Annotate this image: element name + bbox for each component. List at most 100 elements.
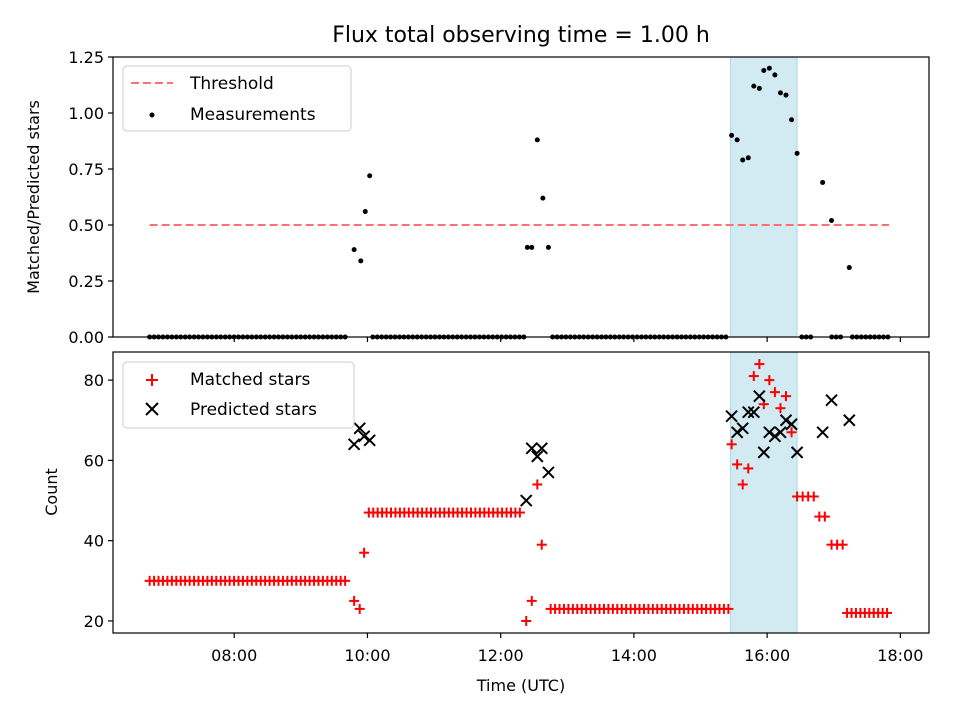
matched-star-marker (837, 539, 848, 550)
bottom-highlight-span (729, 351, 798, 634)
matched-star-marker (781, 391, 792, 402)
predicted-star-marker (347, 438, 361, 451)
measurement-point (789, 117, 795, 123)
predicted-star-marker (525, 442, 538, 455)
matched-star-marker (732, 459, 743, 470)
predicted-star-marker (757, 446, 771, 459)
measurement-point (794, 150, 800, 156)
predicted-star-marker (753, 389, 766, 403)
predicted-star-marker (747, 406, 761, 419)
matched-star-marker (514, 507, 525, 518)
measurement-point (846, 265, 852, 271)
matched-star-marker (340, 575, 351, 586)
legend-threshold-label: Threshold (189, 74, 274, 94)
x-tick-label: 18:00 (877, 646, 923, 665)
legend-measurements-swatch (149, 112, 155, 118)
top-y-tick-label: 0.25 (68, 272, 104, 291)
matched-star-marker (743, 463, 754, 474)
measurement-point (756, 85, 762, 91)
chart-title: Flux total observing time = 1.00 h (332, 23, 710, 48)
bottom-x-axis: 08:00 10:00 12:00 14:00 16:00 18:00 (211, 633, 923, 665)
predicted-star-marker (725, 410, 738, 423)
measurement-point (545, 244, 551, 250)
matched-star-marker (359, 547, 370, 558)
measurement-point (745, 155, 751, 161)
predicted-star-marker (531, 450, 544, 463)
bottom-y-axis: 20 40 60 80 (84, 371, 113, 631)
predicted-star-marker (790, 446, 804, 459)
predicted-star-marker (535, 442, 548, 455)
bottom-plot-frame (112, 351, 930, 634)
x-tick-label: 08:00 (211, 646, 257, 665)
bottom-y-axis-label: Count (42, 468, 61, 516)
measurement-point (783, 92, 789, 98)
predicted-star-marker (779, 414, 793, 427)
predicted-star-marker (353, 422, 366, 435)
top-legend: Threshold Measurements (122, 65, 352, 132)
predicted-star-marker (520, 494, 533, 507)
measurement-point (534, 137, 540, 143)
measurement-point (524, 244, 530, 250)
measurement-point (734, 137, 740, 143)
matched-star-marker (521, 615, 532, 626)
matched-star-marker (532, 479, 543, 490)
matched-star-marker (786, 427, 797, 438)
legend-measurements-label: Measurements (190, 105, 316, 125)
matched-star-marker (764, 375, 775, 386)
predicted-star-marker (785, 418, 798, 431)
predicted-star-marker (736, 422, 749, 435)
predicted-star-marker (763, 426, 776, 439)
top-y-axis-label: Matched/Predicted stars (24, 100, 43, 294)
predicted-star-marker (742, 406, 755, 419)
top-y-tick-label: 1.00 (68, 104, 104, 123)
measurement-point (751, 83, 757, 89)
legend-predicted-label: Predicted stars (190, 400, 317, 420)
measurement-point (829, 218, 835, 224)
x-axis-label: Time (UTC) (476, 676, 565, 695)
measurement-point (777, 90, 783, 96)
matched-star-marker (882, 607, 893, 618)
predicted-star-marker (825, 393, 838, 407)
top-y-tick-label: 1.25 (68, 48, 104, 67)
top-plot-frame (112, 56, 930, 338)
bottom-y-tick-label: 60 (84, 451, 104, 470)
top-highlight-span (729, 56, 798, 338)
top-y-tick-label: 0.00 (68, 328, 104, 347)
measurement-point (761, 67, 767, 73)
matched-star-marker (808, 491, 819, 502)
matched-star-marker (769, 387, 780, 398)
x-tick-label: 12:00 (478, 646, 524, 665)
bottom-y-tick-label: 80 (84, 371, 104, 390)
predicted-star-marker (542, 466, 555, 479)
matched-star-marker (349, 595, 360, 606)
top-y-tick-label: 0.75 (68, 160, 104, 179)
measurement-point (529, 244, 535, 250)
matched-star-marker (723, 603, 734, 614)
bottom-legend: Matched stars Predicted stars (122, 361, 355, 429)
measurement-point (772, 72, 778, 78)
measurement-point (540, 195, 546, 201)
matched-star-marker (748, 371, 759, 382)
legend-matched-swatch (146, 374, 158, 386)
matched-star-marker (536, 539, 547, 550)
matched-star-marker (726, 439, 737, 450)
predicted-star-marker (768, 430, 782, 443)
bottom-legend-box (122, 361, 355, 429)
x-tick-label: 14:00 (611, 646, 657, 665)
measurement-point (820, 179, 826, 185)
predicted-star-marker (357, 430, 371, 443)
measurement-point (740, 157, 746, 163)
measurement-point (362, 209, 368, 215)
matched-star-marker (737, 479, 748, 490)
measurement-point (729, 132, 735, 138)
matched-star-marker (775, 403, 786, 414)
legend-predicted-swatch (145, 402, 159, 416)
matched-stars-series (144, 359, 893, 626)
matched-star-marker (819, 511, 830, 522)
matched-star-marker (754, 359, 765, 370)
top-panel: 0.00 0.25 0.50 0.75 1.00 1.25 Matched/Predict… (24, 48, 930, 347)
matched-star-marker (354, 603, 365, 614)
bottom-y-tick-label: 40 (84, 532, 104, 551)
x-tick-label: 16:00 (744, 646, 790, 665)
